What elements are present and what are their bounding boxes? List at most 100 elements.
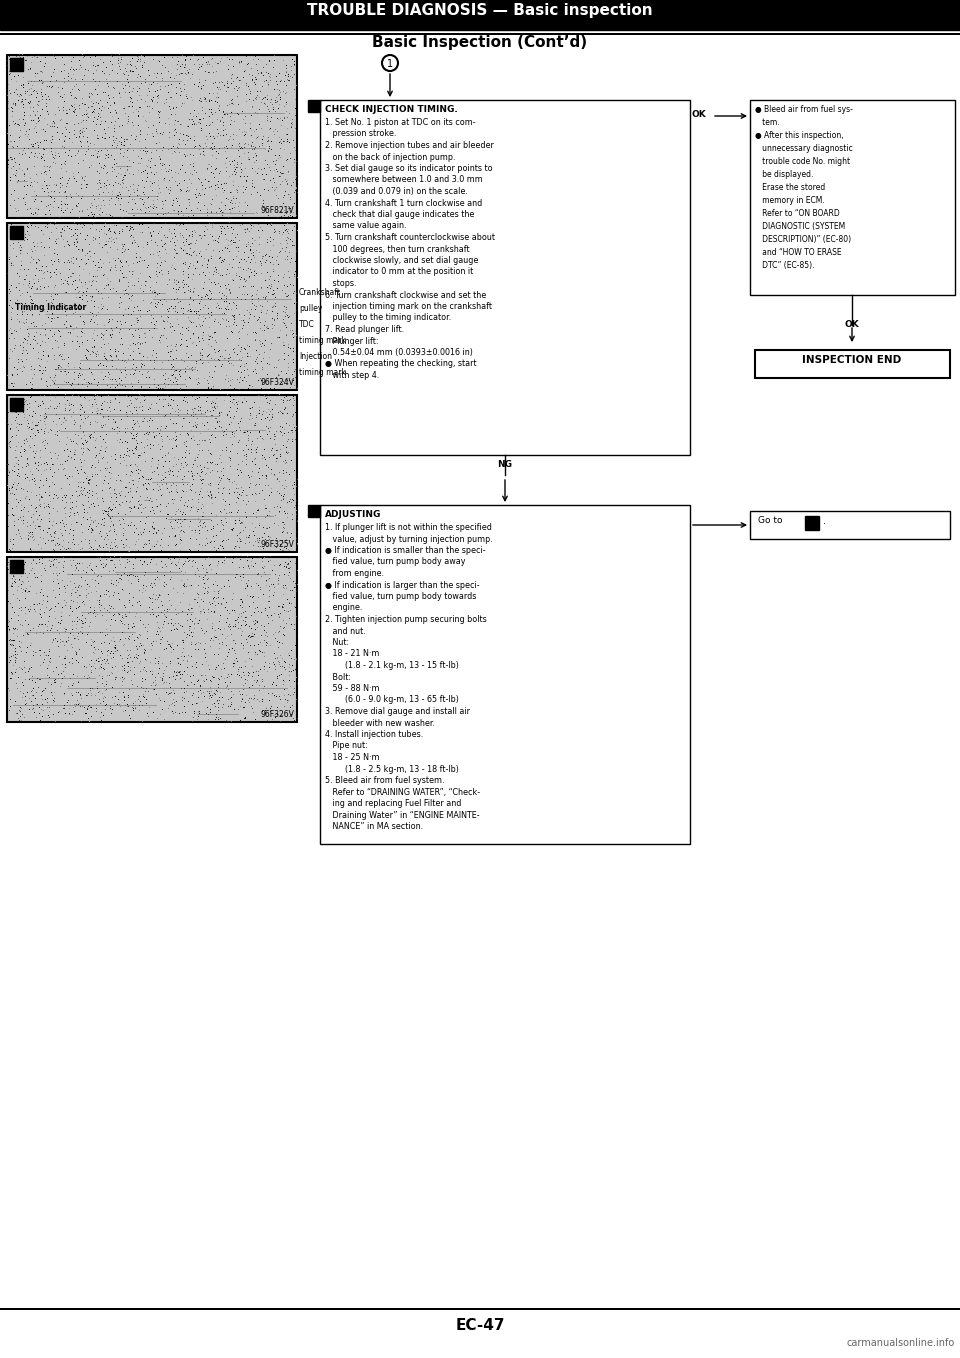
Text: OK: OK — [692, 110, 707, 120]
Bar — [7, 223, 297, 390]
Text: pression stroke.: pression stroke. — [325, 129, 396, 139]
Text: ADJUSTING: ADJUSTING — [325, 511, 381, 519]
Text: with step 4.: with step 4. — [325, 371, 379, 380]
Text: (6.0 - 9.0 kg-m, 13 - 65 ft-lb): (6.0 - 9.0 kg-m, 13 - 65 ft-lb) — [325, 695, 459, 705]
Text: same value again.: same value again. — [325, 221, 406, 231]
Text: 5. Turn crankshaft counterclockwise about: 5. Turn crankshaft counterclockwise abou… — [325, 234, 495, 242]
Text: engine.: engine. — [325, 603, 362, 612]
Text: Nut:: Nut: — [325, 638, 349, 646]
Text: 18 - 21 N·m: 18 - 21 N·m — [325, 649, 379, 659]
Text: tem.: tem. — [755, 118, 780, 128]
Text: (1.8 - 2.5 kg-m, 13 - 18 ft-lb): (1.8 - 2.5 kg-m, 13 - 18 ft-lb) — [325, 765, 459, 774]
Text: 2. Tighten injection pump securing bolts: 2. Tighten injection pump securing bolts — [325, 615, 487, 623]
Text: EC-47: EC-47 — [455, 1319, 505, 1334]
Text: 2: 2 — [13, 225, 20, 236]
Bar — [308, 100, 320, 111]
Text: 3. Remove dial gauge and install air: 3. Remove dial gauge and install air — [325, 708, 470, 716]
Text: 4. Turn crankshaft 1 turn clockwise and: 4. Turn crankshaft 1 turn clockwise and — [325, 198, 482, 208]
Text: timing mark: timing mark — [299, 335, 346, 345]
Bar — [308, 505, 320, 517]
Text: bleeder with new washer.: bleeder with new washer. — [325, 718, 435, 728]
Bar — [7, 557, 297, 722]
Text: ● Bleed air from fuel sys-: ● Bleed air from fuel sys- — [755, 105, 852, 114]
Text: DESCRIPTION)” (EC-80): DESCRIPTION)” (EC-80) — [755, 235, 852, 244]
Bar — [0, 1308, 960, 1310]
Text: Timing Indicator: Timing Indicator — [15, 303, 86, 312]
Text: 0.54±0.04 mm (0.0393±0.0016 in): 0.54±0.04 mm (0.0393±0.0016 in) — [325, 348, 473, 357]
Text: 6. Turn crankshaft clockwise and set the: 6. Turn crankshaft clockwise and set the — [325, 291, 487, 300]
Text: 18 - 25 N·m: 18 - 25 N·m — [325, 752, 379, 762]
Text: 96F324V: 96F324V — [260, 378, 294, 387]
Bar — [320, 100, 690, 455]
Text: from engine.: from engine. — [325, 569, 384, 579]
Text: pulley: pulley — [299, 304, 323, 312]
Text: value, adjust by turning injection pump.: value, adjust by turning injection pump. — [325, 535, 492, 543]
Bar — [7, 395, 297, 551]
Text: ● After this inspection,: ● After this inspection, — [755, 130, 844, 140]
Text: Refer to “ON BOARD: Refer to “ON BOARD — [755, 209, 840, 219]
Text: ● If indication is larger than the speci-: ● If indication is larger than the speci… — [325, 580, 480, 589]
Text: carmanualsonline.info: carmanualsonline.info — [847, 1338, 955, 1348]
Text: OK: OK — [845, 320, 859, 329]
Bar — [10, 559, 23, 573]
Text: 8: 8 — [809, 517, 815, 526]
Text: pulley to the timing indicator.: pulley to the timing indicator. — [325, 314, 451, 322]
Bar — [750, 100, 955, 295]
Text: fied value, turn pump body towards: fied value, turn pump body towards — [325, 592, 476, 602]
Bar — [320, 505, 690, 843]
Text: TDC: TDC — [299, 320, 315, 329]
Bar — [10, 225, 23, 239]
Text: 7. Read plunger lift.: 7. Read plunger lift. — [325, 325, 404, 334]
Text: Erase the stored: Erase the stored — [755, 183, 826, 191]
Text: .: . — [823, 516, 826, 526]
Text: ing and replacing Fuel Filter and: ing and replacing Fuel Filter and — [325, 799, 462, 808]
Text: be displayed.: be displayed. — [755, 170, 813, 179]
Text: stops.: stops. — [325, 278, 356, 288]
Text: 59 - 88 N·m: 59 - 88 N·m — [325, 684, 379, 693]
Bar — [7, 56, 297, 219]
Text: ● When repeating the checking, start: ● When repeating the checking, start — [325, 360, 476, 368]
Text: NANCE” in MA section.: NANCE” in MA section. — [325, 822, 423, 831]
Text: Pipe nut:: Pipe nut: — [325, 741, 368, 751]
Text: 4. Install injection tubes.: 4. Install injection tubes. — [325, 731, 423, 739]
Bar — [750, 511, 950, 539]
Text: 4: 4 — [13, 559, 20, 570]
Bar — [0, 33, 960, 34]
Text: unnecessary diagnostic: unnecessary diagnostic — [755, 144, 852, 153]
Text: 5. Bleed air from fuel system.: 5. Bleed air from fuel system. — [325, 775, 444, 785]
Text: indicator to 0 mm at the position it: indicator to 0 mm at the position it — [325, 268, 473, 277]
Text: 2. Remove injection tubes and air bleeder: 2. Remove injection tubes and air bleede… — [325, 141, 493, 149]
Text: somewhere between 1.0 and 3.0 mm: somewhere between 1.0 and 3.0 mm — [325, 175, 483, 185]
Text: ● If indication is smaller than the speci-: ● If indication is smaller than the spec… — [325, 546, 486, 555]
Text: 1. If plunger lift is not within the specified: 1. If plunger lift is not within the spe… — [325, 523, 492, 532]
Text: 96F326V: 96F326V — [260, 710, 294, 718]
Text: timing mark: timing mark — [299, 368, 346, 378]
Text: 100 degrees, then turn crankshaft: 100 degrees, then turn crankshaft — [325, 244, 469, 254]
Text: 1: 1 — [13, 58, 20, 68]
Text: 96F325V: 96F325V — [260, 540, 294, 549]
Text: trouble code No. might: trouble code No. might — [755, 158, 851, 166]
Text: 1. Set No. 1 piston at TDC on its com-: 1. Set No. 1 piston at TDC on its com- — [325, 118, 475, 128]
Text: 3: 3 — [13, 398, 20, 407]
Text: Bolt:: Bolt: — [325, 672, 351, 682]
Text: Refer to “DRAINING WATER”, “Check-: Refer to “DRAINING WATER”, “Check- — [325, 788, 480, 797]
Text: and nut.: and nut. — [325, 626, 366, 636]
Text: and “HOW TO ERASE: and “HOW TO ERASE — [755, 249, 842, 257]
Text: Go to: Go to — [758, 516, 782, 526]
Text: (0.039 and 0.079 in) on the scale.: (0.039 and 0.079 in) on the scale. — [325, 187, 468, 196]
Bar — [10, 398, 23, 411]
Text: Draining Water” in “ENGINE MAINTE-: Draining Water” in “ENGINE MAINTE- — [325, 811, 480, 819]
Text: fied value, turn pump body away: fied value, turn pump body away — [325, 558, 466, 566]
Text: DIAGNOSTIC (SYSTEM: DIAGNOSTIC (SYSTEM — [755, 221, 845, 231]
Bar — [755, 350, 950, 378]
Text: 1: 1 — [387, 58, 393, 69]
Text: 96F821V: 96F821V — [260, 206, 294, 215]
Bar — [10, 58, 23, 71]
Text: Crankshaft: Crankshaft — [299, 288, 341, 297]
Text: Injection: Injection — [299, 352, 332, 361]
Text: TROUBLE DIAGNOSIS — Basic inspection: TROUBLE DIAGNOSIS — Basic inspection — [307, 3, 653, 18]
Text: 3. Set dial gauge so its indicator points to: 3. Set dial gauge so its indicator point… — [325, 164, 492, 172]
Text: INSPECTION END: INSPECTION END — [803, 354, 901, 365]
Text: injection timing mark on the crankshaft: injection timing mark on the crankshaft — [325, 301, 492, 311]
Text: Basic Inspection (Cont’d): Basic Inspection (Cont’d) — [372, 35, 588, 50]
